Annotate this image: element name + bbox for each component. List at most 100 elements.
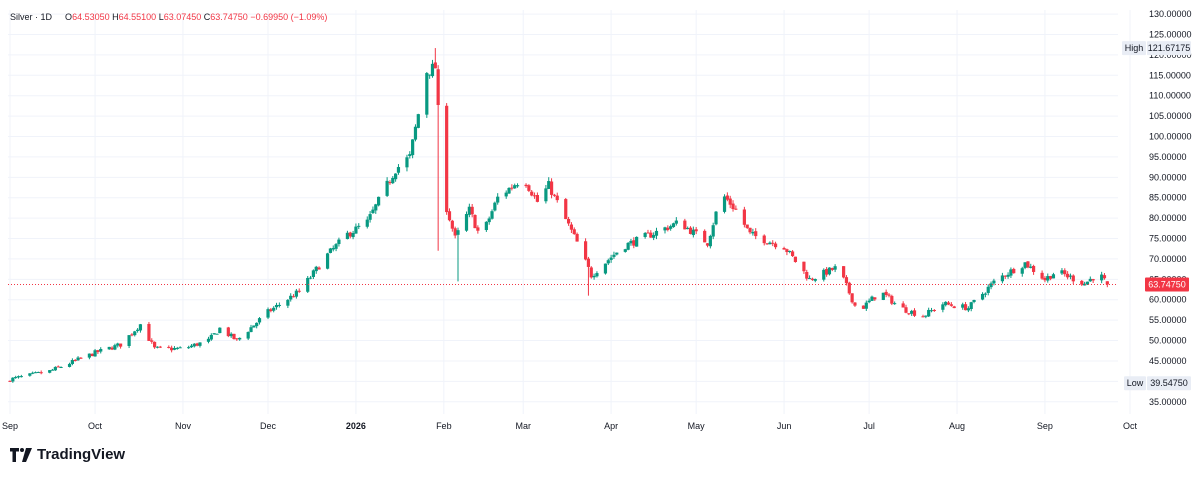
candle-body [861,305,866,309]
candle-body [394,173,398,180]
candle-body [16,376,21,378]
candle-body [467,206,471,215]
x-tick-label: Oct [88,421,103,431]
candle-body [325,253,330,269]
candle-body [130,334,134,336]
candle-body [56,366,60,368]
candle-body [790,251,795,257]
candle-body [90,353,94,357]
candle-body [36,371,40,373]
candle-body [206,338,211,342]
candle-body [691,229,695,236]
candle-body [929,310,934,312]
candle-body [663,227,667,231]
candle-body [198,342,202,346]
candle-body [1085,281,1090,285]
candle-body [1043,277,1047,281]
candle-body [844,277,849,284]
candle-body [983,293,987,295]
candle-body [385,180,389,196]
candle-body [1060,270,1064,274]
candle-body [257,318,262,323]
open-label: O [65,12,73,22]
candle-body [949,304,953,306]
low-label-badge [1124,376,1146,391]
candle-body [688,227,693,234]
candle-body [532,195,537,197]
candle-body [873,297,877,300]
candle-body [1071,275,1075,282]
candle-body [430,63,435,77]
candle-body [643,232,647,237]
candle-body [464,214,469,231]
candle-body [345,232,350,240]
candle-body [1026,261,1030,268]
low-value: 39.54750 [1150,378,1188,388]
candle-body [215,333,219,335]
candle-body [952,306,956,309]
candle-body [748,227,752,233]
candle-body [853,302,857,306]
candle-body [1003,275,1007,277]
high-label: H [112,12,119,22]
candle-body [842,266,846,278]
candle-body [1006,274,1010,277]
candle-body [583,241,588,260]
candle-body [113,345,117,350]
candle-body [850,293,854,303]
candle-body [351,233,355,238]
candle-body [612,254,616,257]
tradingview-logo[interactable]: TradingView [10,446,125,463]
candle-body [377,196,381,206]
candle-body [805,271,809,279]
candle-body [722,196,727,212]
candle-body [569,224,574,230]
candle-body [768,242,772,245]
candle-body [1020,268,1024,274]
candle-body [450,220,454,229]
candle-body [331,248,335,250]
high-value: 64.55100 [118,12,157,22]
y-tick-label: 80.00000 [1149,213,1187,223]
candle-body [1049,276,1053,279]
candle-body [694,229,698,232]
candle-body [135,329,140,331]
y-tick-label: 115.00000 [1149,70,1191,80]
candle-body [1009,269,1013,276]
candle-body [669,226,673,229]
candle-body [1088,278,1092,282]
candle-body [771,242,775,244]
candle-body [524,184,528,187]
candle-body [686,227,690,229]
candle-body [170,347,174,351]
candle-body [961,304,965,308]
candle-body [827,267,832,275]
candle-body [626,242,630,250]
candle-body [487,218,491,223]
candle-body [552,194,557,196]
candle-body [765,243,769,245]
candle-body [50,369,55,371]
candle-body [833,266,837,270]
candle-body [368,214,372,220]
candle-body [73,359,77,361]
candle-body [980,293,985,300]
candle-body [515,185,520,187]
candle-body [575,233,579,242]
candle-body [742,209,746,225]
candle-body [107,346,111,350]
candle-body [286,299,290,306]
candle-body [1068,275,1073,277]
candle-body [209,334,213,340]
candle-body [969,302,973,310]
candle-body [212,333,216,335]
candle-body [357,225,361,227]
candle-body [484,221,488,231]
candle-body [447,211,452,221]
brand-name: TradingView [37,446,126,463]
candle-body [802,261,806,272]
candle-body [946,302,951,305]
price-axis: 35.0000040.0000045.0000050.0000055.00000… [1149,9,1192,407]
